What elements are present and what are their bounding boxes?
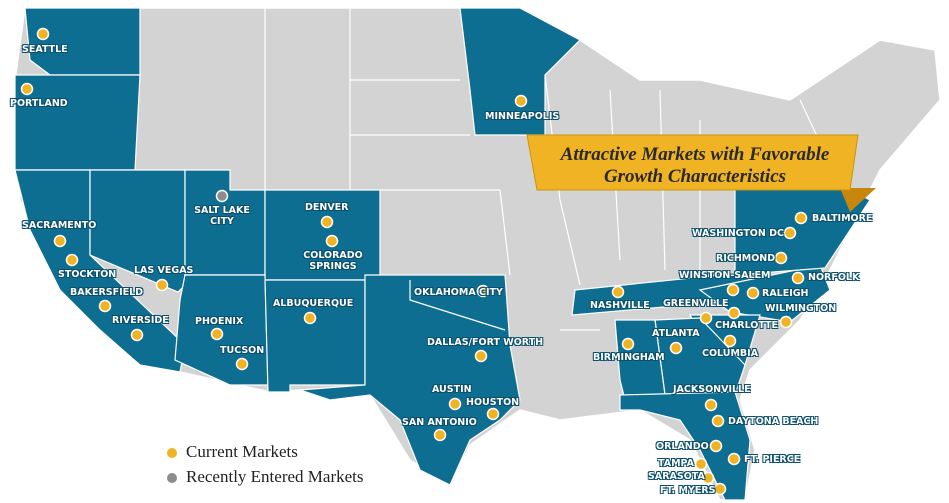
legend-label: Recently Entered Markets <box>186 467 364 486</box>
banner-text: Attractive Markets with Favorable <box>560 144 830 165</box>
market-dot <box>694 457 708 471</box>
market-label: HOUSTON <box>466 397 520 408</box>
market-label: NORFOLK <box>808 272 860 283</box>
market-dot <box>215 189 229 203</box>
market-dot <box>155 278 169 292</box>
market-dot <box>669 341 683 355</box>
market-label: BAKERSFIELD <box>70 287 144 298</box>
market-label: CHARLOTTE <box>715 320 779 331</box>
market-dot <box>727 452 741 466</box>
market-label: MINNEAPOLIS <box>485 111 560 122</box>
market-dot <box>303 311 317 325</box>
market-dot <box>65 253 79 267</box>
market-dot <box>320 215 334 229</box>
legend-dot <box>167 448 177 458</box>
market-label: LAS VEGAS <box>134 265 194 276</box>
market-label: WASHINGTON DC <box>692 228 784 239</box>
market-label: GREENVILLE <box>663 298 729 309</box>
market-label: RALEIGH <box>762 288 809 299</box>
state <box>24 7 141 76</box>
market-dot <box>235 357 249 371</box>
market-dot <box>20 82 34 96</box>
market-dot <box>433 428 447 442</box>
market-label: SALT LAKE CITY <box>194 205 250 227</box>
market-label: RIVERSIDE <box>112 315 169 326</box>
market-dot <box>486 407 500 421</box>
banner-text: Growth Characteristics <box>604 166 786 187</box>
market-dot <box>53 234 67 248</box>
market-dot <box>325 234 339 248</box>
market-label: JACKSONVILLE <box>673 384 751 395</box>
market-dot <box>514 94 528 108</box>
market-dot <box>36 27 50 41</box>
market-label: SACRAMENTO <box>22 220 97 231</box>
market-dot <box>476 284 490 298</box>
market-dot <box>783 226 797 240</box>
market-label: OKLAHOMA CITY <box>414 287 503 298</box>
market-label: COLUMBIA <box>702 348 759 359</box>
market-label: RICHMOND <box>716 253 776 264</box>
market-dot <box>448 397 462 411</box>
market-label: AUSTIN <box>432 384 472 395</box>
market-label: PHOENIX <box>195 316 244 327</box>
banner-pointer <box>840 188 876 212</box>
market-dot <box>474 349 488 363</box>
market-dot <box>130 328 144 342</box>
market-label: BIRMINGHAM <box>593 352 665 363</box>
market-dot <box>791 271 805 285</box>
market-label: DALLAS/FORT WORTH <box>427 337 544 348</box>
market-dot <box>794 211 808 225</box>
legend-dot <box>167 473 177 483</box>
market-label: DENVER <box>305 202 349 213</box>
market-dot <box>98 299 112 313</box>
market-dot <box>726 283 740 297</box>
market-label: DAYTONA BEACH <box>728 416 819 427</box>
market-dot <box>713 482 727 496</box>
market-label: SEATTLE <box>22 44 68 55</box>
market-dot <box>621 337 635 351</box>
market-label: NASHVILLE <box>590 300 650 311</box>
market-dot <box>723 334 737 348</box>
state <box>14 74 141 171</box>
market-label: ORLANDO <box>656 441 709 452</box>
legend-label: Current Markets <box>186 442 298 461</box>
market-label: FT. MYERS <box>660 485 716 496</box>
market-label: SARASOTA <box>648 471 705 482</box>
market-dot <box>611 285 625 299</box>
market-dot <box>701 471 715 485</box>
market-dot <box>779 315 793 329</box>
banner <box>526 134 859 191</box>
market-label: SAN ANTONIO <box>402 417 477 428</box>
market-label: WINSTON-SALEM <box>679 270 771 281</box>
market-label: COLORADO SPRINGS <box>303 250 363 272</box>
market-dot <box>727 306 741 320</box>
market-dot <box>699 311 713 325</box>
market-label: WILMINGTON <box>765 303 837 314</box>
market-dot <box>709 439 723 453</box>
market-label: BALTIMORE <box>812 213 873 224</box>
market-label: ALBUQUERQUE <box>273 298 354 309</box>
market-dot <box>711 414 725 428</box>
market-label: STOCKTON <box>58 269 117 280</box>
state <box>264 279 366 393</box>
market-dot <box>746 286 760 300</box>
market-label: FT. PIERCE <box>744 454 801 465</box>
market-dot <box>210 327 224 341</box>
market-dot <box>774 251 788 265</box>
state <box>299 274 521 486</box>
state <box>459 7 581 136</box>
market-label: ATLANTA <box>652 328 700 339</box>
market-label: TUCSON <box>220 345 265 356</box>
market-label: TAMPA <box>658 458 694 469</box>
market-dot <box>704 398 718 412</box>
market-label: PORTLAND <box>10 98 68 109</box>
state <box>89 169 186 293</box>
